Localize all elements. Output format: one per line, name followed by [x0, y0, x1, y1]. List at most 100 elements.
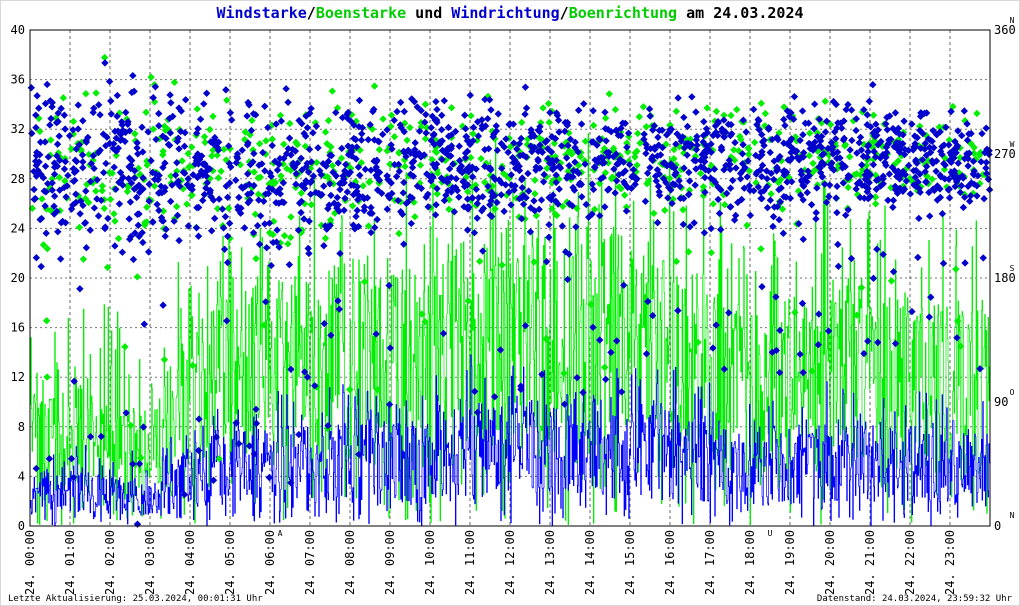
wind-direction-point — [276, 154, 284, 163]
wind-direction-point — [287, 479, 295, 487]
gust-direction-point — [321, 128, 330, 136]
wind-direction-point — [889, 124, 897, 133]
wind-direction-point — [226, 109, 235, 117]
wind-direction-point — [32, 464, 40, 473]
wind-direction-point — [983, 169, 991, 178]
gust-direction-point — [670, 145, 678, 154]
wind-direction-point — [856, 193, 864, 202]
wind-direction-point — [688, 93, 696, 101]
wind-direction-point — [41, 162, 50, 170]
wind-direction-point — [79, 158, 87, 166]
wind-direction-point — [129, 71, 137, 80]
wind-direction-point — [505, 120, 513, 129]
gust-direction-point — [712, 107, 721, 116]
wind-direction-point — [354, 196, 362, 204]
gust-direction-point — [431, 147, 439, 156]
wind-direction-point — [243, 170, 252, 178]
wind-direction-point — [101, 224, 109, 233]
wind-direction-point — [908, 120, 916, 128]
wind-direction-point — [957, 182, 966, 190]
wind-direction-point — [455, 193, 463, 201]
x-tick-label: 24. 16:00 — [663, 530, 677, 595]
wind-direction-point — [619, 158, 628, 166]
wind-direction-point — [707, 224, 715, 233]
wind-direction-point — [579, 388, 587, 397]
wind-direction-point — [964, 162, 972, 170]
wind-direction-point — [175, 104, 183, 112]
wind-direction-point — [175, 236, 183, 245]
gust-direction-point — [103, 263, 112, 272]
wind-direction-point — [656, 151, 665, 159]
wind-direction-point — [158, 189, 166, 197]
wind-direction-point — [680, 113, 688, 122]
wind-direction-point — [129, 255, 138, 264]
wind-direction-point — [87, 159, 95, 168]
wind-direction-point — [750, 187, 758, 195]
gust-direction-point — [481, 178, 489, 186]
wind-direction-point — [796, 136, 804, 145]
gust-direction-point — [360, 278, 369, 286]
wind-direction-point — [44, 179, 52, 188]
wind-direction-point — [772, 293, 780, 301]
wind-direction-point — [691, 181, 699, 189]
wind-direction-point — [424, 203, 432, 211]
gust-direction-point — [379, 115, 387, 123]
wind-direction-point — [145, 180, 153, 188]
wind-direction-point — [828, 159, 836, 167]
wind-direction-point — [300, 215, 308, 223]
footer-last-update: Letzte Aktualisierung: 25.03.2024, 00:01… — [8, 594, 263, 604]
wind-direction-point — [458, 168, 466, 177]
wind-direction-point — [94, 212, 103, 220]
wind-direction-point — [821, 180, 829, 188]
wind-direction-point — [295, 116, 303, 125]
wind-direction-point — [643, 169, 652, 177]
title-sep-2: / — [560, 4, 569, 22]
wind-direction-point — [911, 143, 920, 151]
wind-direction-point — [604, 186, 612, 194]
wind-direction-point — [545, 221, 553, 229]
wind-direction-point — [352, 212, 360, 221]
wind-direction-point — [770, 175, 778, 184]
wind-direction-point — [57, 104, 65, 113]
wind-direction-point — [858, 161, 866, 169]
wind-direction-point — [889, 268, 898, 276]
wind-direction-point — [196, 115, 205, 123]
wind-direction-point — [894, 145, 902, 154]
wind-direction-point — [899, 167, 907, 176]
wind-direction-point — [812, 209, 820, 217]
wind-direction-point — [766, 196, 775, 204]
wind-direction-point — [773, 163, 781, 172]
wind-direction-point — [76, 285, 84, 293]
wind-direction-point — [780, 139, 788, 147]
wind-direction-point — [461, 154, 470, 162]
wind-direction-point — [250, 181, 258, 190]
gust-direction-point — [284, 240, 292, 248]
left-tick-label: 8 — [18, 420, 25, 434]
wind-direction-point — [215, 195, 223, 203]
wind-direction-point — [326, 180, 334, 188]
wind-direction-point — [945, 194, 954, 202]
wind-direction-point — [707, 174, 715, 182]
gust-direction-point — [548, 205, 556, 213]
wind-direction-point — [369, 107, 377, 116]
wind-direction-point — [884, 140, 892, 148]
x-tick-label: 24. 17:00 — [703, 530, 717, 595]
left-tick-label: 36 — [11, 73, 25, 87]
wind-direction-point — [589, 107, 597, 115]
gust-direction-point — [744, 145, 753, 153]
wind-direction-point — [173, 211, 182, 220]
gust-direction-point — [401, 162, 409, 171]
gust-direction-point — [634, 129, 642, 138]
gust-direction-point — [214, 174, 223, 182]
wind-direction-point — [852, 185, 860, 193]
gust-direction-point — [268, 135, 276, 143]
gust-direction-point — [791, 308, 799, 317]
x-tick-label: 24. 02:00 — [103, 530, 117, 595]
wind-direction-point — [474, 132, 483, 140]
wind-direction-point — [667, 186, 675, 194]
wind-direction-point — [685, 168, 693, 177]
wind-direction-point — [865, 178, 873, 187]
wind-direction-point — [65, 132, 74, 140]
wind-direction-point — [132, 193, 141, 202]
wind-direction-point — [686, 223, 694, 231]
